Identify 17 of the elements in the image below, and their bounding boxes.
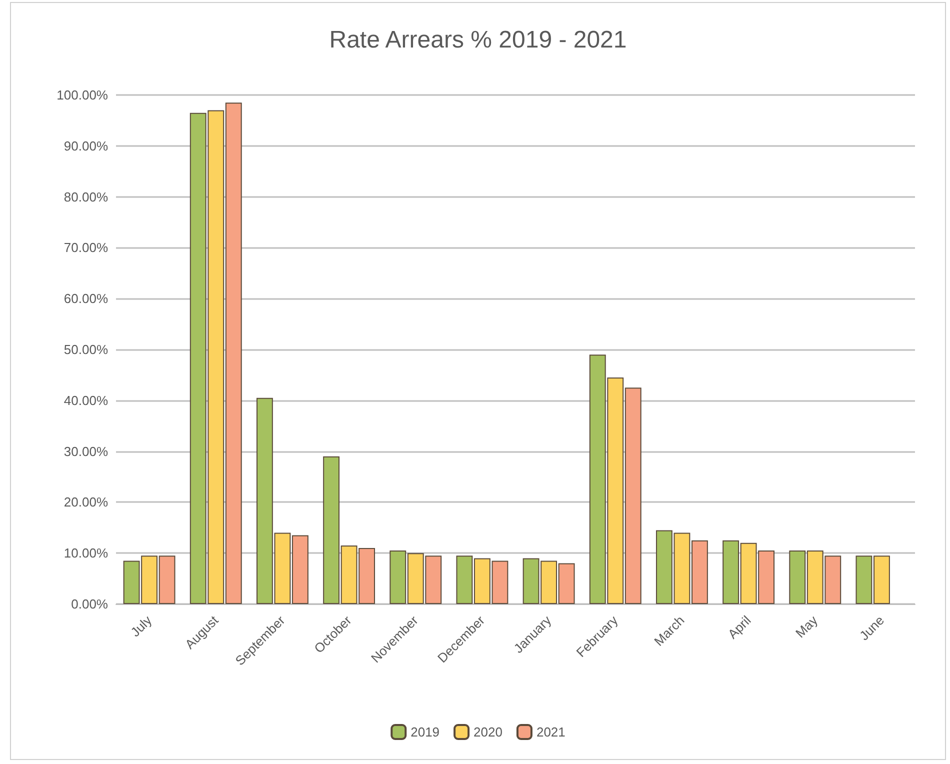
y-tick-label: 90.00% <box>64 138 108 154</box>
y-tick-label: 50.00% <box>64 342 108 357</box>
y-tick-label: 60.00% <box>64 291 108 306</box>
x-tick-label: May <box>792 612 821 641</box>
chart-title: Rate Arrears % 2019 - 2021 <box>329 26 627 54</box>
x-tick-label: July <box>128 612 155 640</box>
y-tick-label: 30.00% <box>64 444 108 459</box>
y-tick-label: 70.00% <box>64 240 108 256</box>
y-tick-label: 0.00% <box>71 596 108 612</box>
y-tick-label: 20.00% <box>64 494 108 510</box>
legend-label: 2020 <box>474 724 502 740</box>
y-tick-label: 80.00% <box>64 189 108 204</box>
legend-label: 2021 <box>536 724 566 740</box>
y-tick-label: 10.00% <box>64 546 108 561</box>
y-tick-label: 40.00% <box>64 392 108 408</box>
y-tick-label: 100.00% <box>56 88 108 102</box>
legend-label: 2019 <box>410 724 440 740</box>
